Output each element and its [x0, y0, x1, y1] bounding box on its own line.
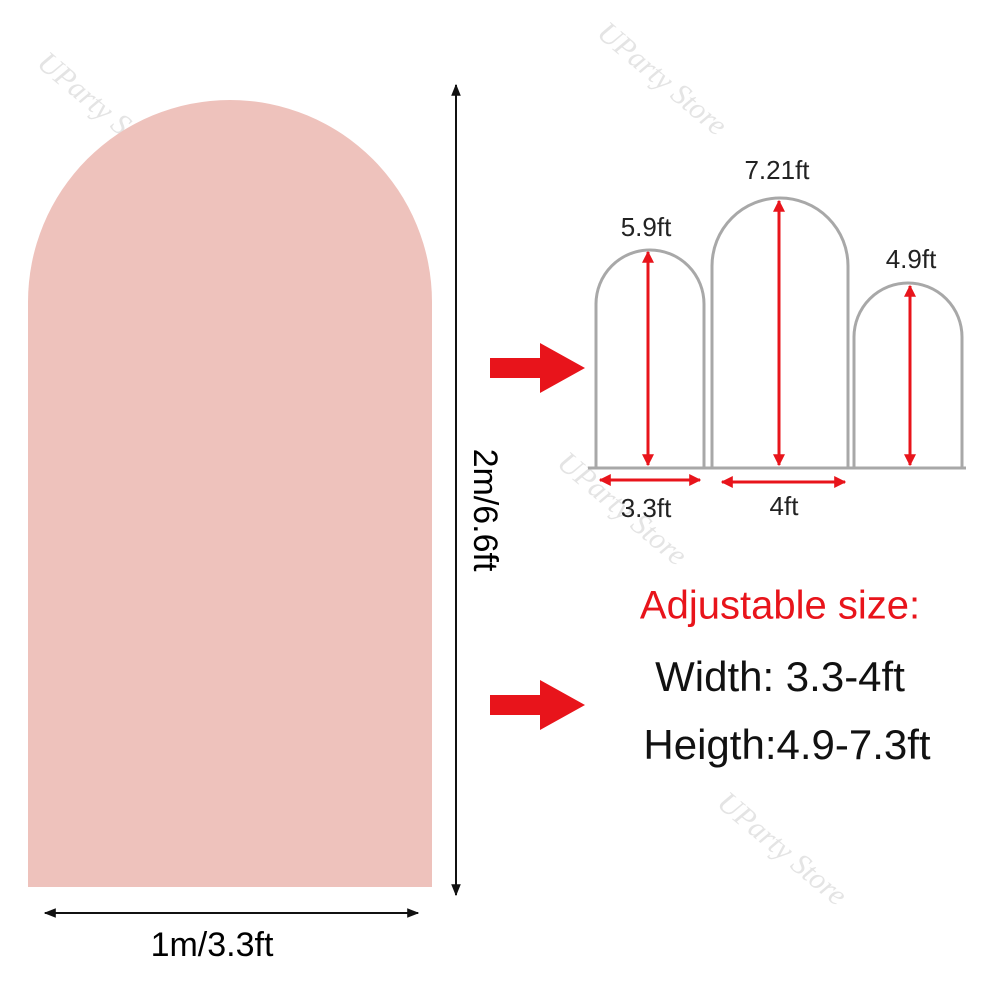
arch-width: 3.3ft — [621, 493, 672, 523]
red-dimension-arrows — [598, 199, 916, 488]
watermark: UParty Store — [591, 15, 733, 142]
width-label: 1m/3.3ft — [151, 926, 274, 964]
info-heading: Adjustable size: — [640, 584, 920, 628]
arch-frame — [852, 281, 964, 468]
arch-frame — [710, 196, 850, 468]
pointer-arrow — [490, 343, 585, 393]
pointer-arrow — [490, 680, 585, 730]
height-label: 2m/6.6ft — [466, 449, 504, 572]
arch-width: 4ft — [770, 491, 800, 521]
info-width: Width: 3.3-4ft — [655, 653, 905, 700]
pink-arch-cover — [28, 100, 432, 887]
arch-height: 5.9ft — [621, 212, 672, 242]
arch-height: 7.21ft — [744, 155, 810, 185]
arch-frame — [594, 248, 706, 468]
watermark: UParty Store — [711, 785, 853, 912]
arch-height: 4.9ft — [886, 244, 937, 274]
info-height: Heigth:4.9-7.3ft — [643, 721, 931, 768]
arch-frames — [588, 196, 966, 470]
